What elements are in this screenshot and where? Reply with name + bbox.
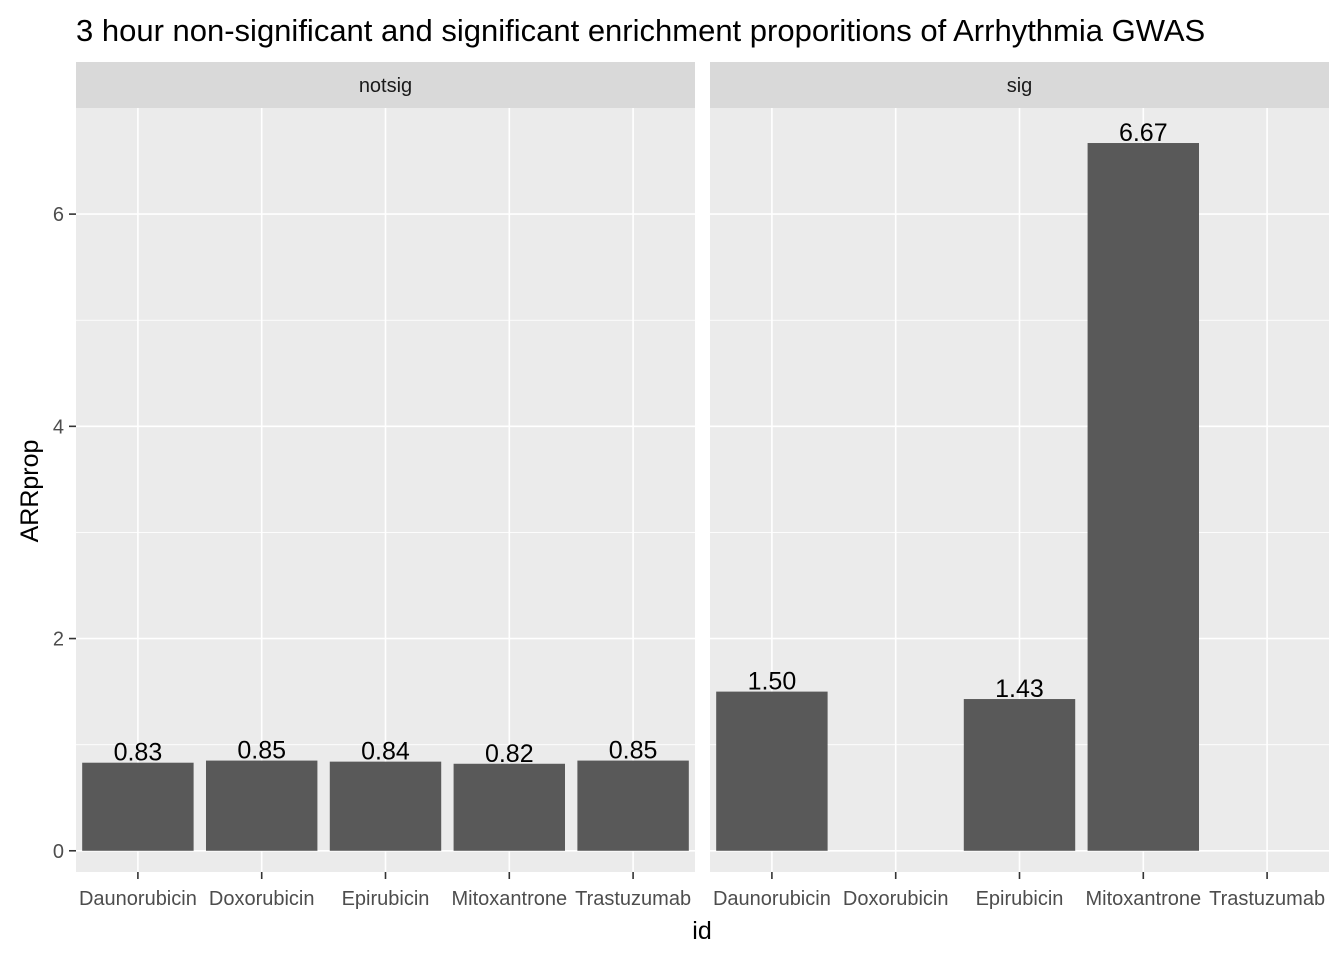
chart-title: 3 hour non-significant and significant e… xyxy=(76,13,1205,48)
x-tick-label: Epirubicin xyxy=(976,888,1064,910)
x-tick-label: Epirubicin xyxy=(342,888,430,910)
facet-strip-notsig xyxy=(76,62,695,108)
y-tick-label: 4 xyxy=(53,416,64,438)
data-label: 0.85 xyxy=(237,737,286,765)
data-label: 1.50 xyxy=(748,668,797,696)
bar-epirubicin-notsig xyxy=(329,761,442,851)
panels-layer: notsig 0.83 Daunorubicin 0.85 Doxorubicin 0.8… xyxy=(76,62,1329,910)
data-label: 1.43 xyxy=(995,675,1044,703)
y-tick-label: 0 xyxy=(53,841,64,863)
x-tick-label: Mitoxantrone xyxy=(1085,888,1201,910)
y-axis-title: ARRprop xyxy=(16,440,44,543)
facet-strip-label: sig xyxy=(1007,75,1033,97)
bar-mitoxantrone-notsig xyxy=(453,763,566,851)
y-axis: 0 2 4 6 xyxy=(53,204,76,863)
bar-daunorubicin-sig xyxy=(716,691,828,851)
x-tick-label: Daunorubicin xyxy=(713,888,831,910)
x-tick-label: Mitoxantrone xyxy=(451,888,567,910)
facet-strip-label: notsig xyxy=(359,75,412,97)
x-tick-label: Daunorubicin xyxy=(79,888,197,910)
x-tick-label: Trastuzumab xyxy=(575,888,691,910)
bar-daunorubicin-notsig xyxy=(82,762,194,851)
data-label: 0.84 xyxy=(361,738,410,766)
data-label: 6.67 xyxy=(1119,119,1168,147)
x-axis-title: id xyxy=(692,917,711,945)
y-tick-label: 6 xyxy=(53,204,64,226)
bar-mitoxantrone-sig xyxy=(1087,143,1200,851)
facet-strip-sig xyxy=(710,62,1329,108)
panel-notsig: notsig 0.83 Daunorubicin 0.85 Doxorubicin 0.8… xyxy=(76,62,695,910)
data-label: 0.83 xyxy=(114,739,163,767)
x-tick-label: Doxorubicin xyxy=(843,888,949,910)
bar-doxorubicin-notsig xyxy=(205,760,318,851)
data-label: 0.85 xyxy=(609,737,658,765)
bar-epirubicin-sig xyxy=(963,699,1076,851)
x-tick-label: Doxorubicin xyxy=(209,888,315,910)
x-tick-label: Trastuzumab xyxy=(1209,888,1325,910)
data-label: 0.82 xyxy=(485,740,534,768)
y-tick-label: 2 xyxy=(53,629,64,651)
bar-trastuzumab-notsig xyxy=(577,760,689,851)
panel-sig: sig 1.50 Daunorubicin Doxorubicin 1.43 Epirub… xyxy=(710,62,1329,910)
